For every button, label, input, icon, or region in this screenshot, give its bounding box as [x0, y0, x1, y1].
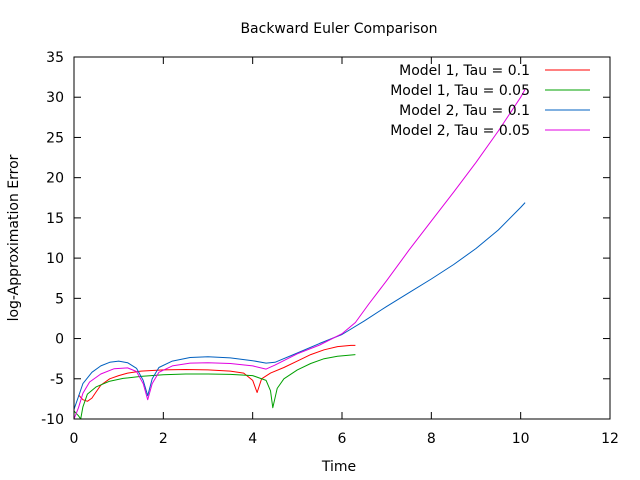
y-axis-label: log-Approximation Error: [6, 154, 22, 321]
y-tick-label: 5: [55, 291, 64, 307]
x-axis: 0 2 4 6 8 10 12: [70, 57, 619, 447]
legend-label-4: Model 2, Tau = 0.05: [390, 123, 530, 139]
series-line-1: [78, 344, 356, 402]
series-line-3: [73, 202, 526, 410]
x-tick-label: 0: [70, 431, 79, 447]
chart-title: Backward Euler Comparison: [240, 21, 437, 37]
legend-label-3: Model 2, Tau = 0.1: [399, 103, 530, 119]
x-tick-label: 6: [338, 431, 347, 447]
x-tick-label: 2: [159, 431, 168, 447]
x-tick-label: 8: [427, 431, 436, 447]
y-tick-label: 35: [46, 50, 64, 66]
y-tick-label: 0: [55, 332, 64, 348]
y-tick-label: 25: [46, 130, 64, 146]
x-tick-label: 12: [601, 431, 619, 447]
series-line-4: [73, 88, 526, 420]
y-tick-label: -10: [41, 412, 64, 428]
x-axis-label: Time: [321, 459, 356, 475]
legend-label-1: Model 1, Tau = 0.1: [399, 63, 530, 79]
plot-series: [73, 88, 526, 420]
y-tick-label: -5: [50, 372, 64, 388]
y-tick-label: 30: [46, 90, 64, 106]
y-tick-label: 15: [46, 211, 64, 227]
series-line-2: [73, 354, 356, 420]
legend-label-2: Model 1, Tau = 0.05: [390, 83, 530, 99]
legend: Model 1, Tau = 0.1 Model 1, Tau = 0.05 Mod…: [390, 63, 590, 139]
y-tick-label: 10: [46, 251, 64, 267]
x-tick-label: 4: [248, 431, 257, 447]
x-tick-label: 10: [512, 431, 530, 447]
y-axis: -10 -5 0 5 10 15 20 25 30 35: [41, 50, 610, 428]
plot-frame: [73, 56, 611, 420]
y-tick-label: 20: [46, 171, 64, 187]
